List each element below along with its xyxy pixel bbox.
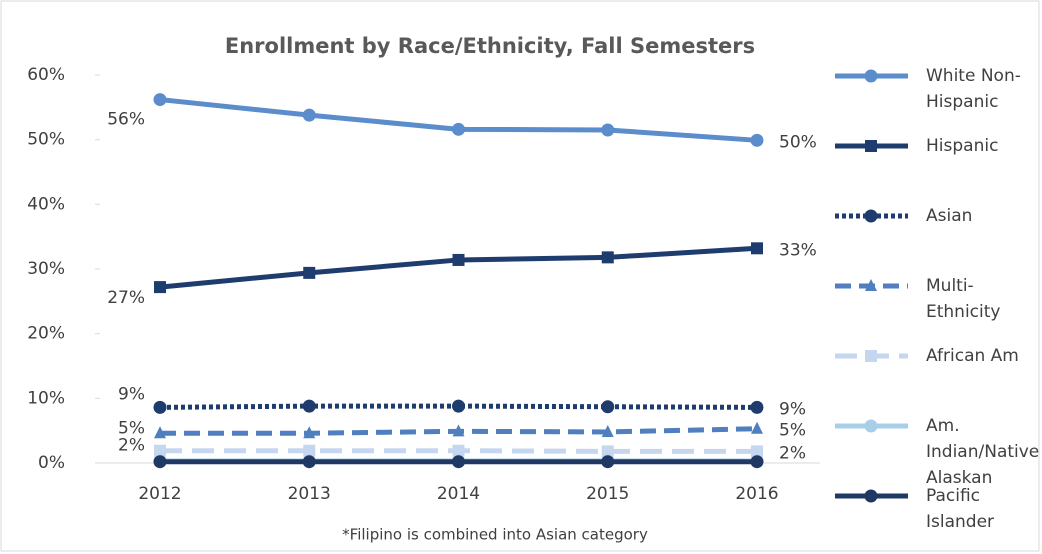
series-line (159, 403, 758, 410)
x-tick-label: 2014 (437, 484, 480, 504)
y-tick-label: 0% (38, 453, 65, 473)
y-tick-label: 30% (27, 259, 65, 279)
data-label: 2% (118, 436, 145, 456)
data-label: 27% (107, 288, 145, 308)
x-tick-label: 2012 (138, 484, 181, 504)
data-point (303, 266, 316, 279)
data-point (452, 455, 465, 469)
legend-label-line: Am. (926, 416, 965, 436)
data-point (601, 400, 615, 414)
legend-label-line: White Non- (926, 66, 1021, 86)
data-point (452, 444, 465, 457)
y-tick-label: 40% (27, 194, 65, 214)
data-point (302, 108, 316, 122)
data-point (154, 281, 166, 294)
data-point (750, 400, 764, 414)
y-tick-label: 20% (27, 324, 65, 344)
data-point (303, 444, 316, 457)
legend-label-line: Multi- (926, 276, 974, 296)
chart-title: Enrollment by Race/Ethnicity, Fall Semes… (225, 34, 755, 58)
data-point (154, 426, 166, 439)
data-point (750, 455, 764, 469)
data-label: 9% (779, 399, 806, 419)
data-label: 5% (118, 418, 145, 438)
data-point (751, 421, 763, 434)
data-label: 56% (107, 110, 145, 130)
legend-label-line: African Am (926, 346, 1019, 366)
data-point (153, 455, 167, 469)
legend-label-line: Pacific (926, 486, 985, 506)
legend-label: White Non- Hispanic (926, 66, 1021, 112)
data-point (302, 455, 316, 469)
y-tick-label: 50% (27, 130, 65, 150)
data-label: 5% (779, 421, 806, 441)
footnote: *Filipino is combined into Asian categor… (342, 526, 648, 544)
legend-label: Pacific Islander (926, 486, 994, 532)
legend-label-line: Islander (926, 512, 994, 532)
data-point (154, 444, 166, 457)
data-point (452, 399, 465, 413)
legend-marker (865, 350, 877, 362)
data-point (153, 93, 167, 107)
legend-label-line: Hispanic (926, 136, 998, 156)
legend-label: Multi- Ethnicity (926, 276, 1000, 322)
data-point (601, 251, 614, 264)
legend-label-line: Asian (926, 206, 972, 226)
data-label: 2% (779, 443, 806, 463)
data-label: 9% (118, 384, 145, 404)
data-point (751, 445, 763, 458)
y-tick-label: 10% (27, 388, 65, 408)
legend-marker (864, 209, 878, 223)
x-tick-label: 2015 (586, 484, 629, 504)
legend-marker (865, 279, 877, 291)
legend-marker (864, 489, 878, 503)
data-point (452, 253, 465, 266)
y-tick-label: 60% (27, 65, 65, 85)
legend-label-line: Hispanic (926, 92, 998, 112)
legend-label-line: Indian/Native (926, 442, 1042, 462)
legend-label: African Am (926, 346, 1019, 366)
data-point (601, 455, 615, 469)
data-point (302, 399, 316, 413)
legend-label: Am. Indian/Native Alaskan (926, 416, 1042, 488)
legend-marker (864, 419, 878, 433)
data-label: 50% (779, 132, 817, 152)
data-label: 33% (779, 240, 817, 260)
legend-label: Asian (926, 206, 972, 226)
data-point (601, 445, 614, 458)
legend-marker (865, 140, 877, 152)
data-point (601, 424, 614, 437)
data-point (750, 133, 764, 147)
data-point (153, 400, 167, 414)
legend-marker (864, 69, 878, 83)
data-point (452, 424, 465, 437)
data-point (452, 122, 465, 136)
x-tick-label: 2013 (288, 484, 331, 504)
legend-label-line: Alaskan (926, 468, 992, 488)
data-point (751, 242, 763, 255)
legend-label-line: Ethnicity (926, 302, 1000, 322)
data-point (601, 123, 615, 137)
data-point (303, 426, 316, 439)
x-tick-label: 2016 (735, 484, 778, 504)
legend-label: Hispanic (926, 136, 998, 156)
